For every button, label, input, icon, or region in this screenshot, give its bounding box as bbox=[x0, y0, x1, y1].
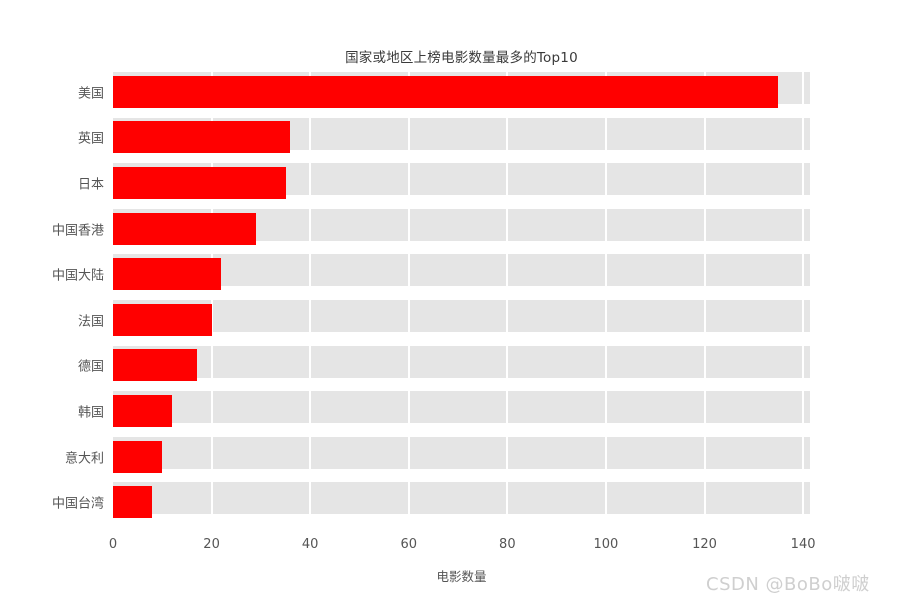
y-axis-tick-label: 韩国 bbox=[77, 405, 104, 421]
x-axis-tick-label: 60 bbox=[400, 537, 418, 552]
grid-line-horizontal bbox=[113, 377, 810, 392]
y-axis-tick-label: 德国 bbox=[77, 359, 104, 375]
x-axis-tick-label: 120 bbox=[692, 537, 717, 552]
x-axis-tick-label: 80 bbox=[499, 537, 516, 552]
grid-line-horizontal bbox=[113, 195, 810, 209]
bar bbox=[113, 258, 222, 291]
grid-line-vertical bbox=[604, 72, 607, 528]
y-axis-tick-label: 美国 bbox=[77, 86, 104, 102]
bar bbox=[113, 349, 197, 382]
grid-line-horizontal bbox=[113, 468, 810, 483]
y-axis-tick-label: 英国 bbox=[77, 131, 104, 147]
bar bbox=[113, 395, 173, 427]
bar bbox=[113, 303, 212, 336]
y-axis-tick-label: 中国香港 bbox=[51, 223, 104, 239]
bar bbox=[113, 486, 153, 519]
x-axis-tick-label: 40 bbox=[301, 537, 319, 552]
grid-line-vertical bbox=[407, 72, 410, 528]
bar bbox=[113, 212, 256, 245]
y-axis-tick-label: 意大利 bbox=[64, 451, 104, 467]
y-axis-tick-label: 中国台湾 bbox=[51, 496, 104, 512]
bar bbox=[113, 440, 163, 473]
bar bbox=[113, 75, 779, 108]
x-axis-tick-label: 20 bbox=[203, 537, 220, 552]
x-axis-tick-label: 140 bbox=[790, 537, 816, 552]
grid-line-horizontal bbox=[113, 240, 810, 255]
grid-line-vertical bbox=[506, 72, 509, 528]
y-axis-tick-label: 日本 bbox=[77, 177, 104, 193]
bar bbox=[113, 167, 286, 199]
grid-line-horizontal bbox=[113, 332, 810, 346]
x-axis-label: 电影数量 bbox=[436, 569, 487, 584]
chart-title: 国家或地区上榜电影数量最多的Top10 bbox=[345, 50, 578, 66]
grid-line-vertical bbox=[703, 72, 706, 528]
x-axis-tick-label: 0 bbox=[108, 537, 118, 552]
grid-line-vertical bbox=[210, 72, 213, 528]
grid-line-horizontal bbox=[113, 286, 810, 300]
grid-line-vertical bbox=[802, 72, 805, 528]
y-axis-tick-label: 法国 bbox=[77, 314, 104, 330]
x-axis-tick-label: 100 bbox=[593, 537, 619, 552]
grid-line-horizontal bbox=[113, 514, 810, 528]
bar bbox=[113, 121, 291, 154]
grid-line-vertical bbox=[309, 72, 312, 528]
plot-area bbox=[113, 72, 810, 528]
grid-line-horizontal bbox=[113, 423, 810, 437]
watermark-text: CSDN @BoBo啵啵 bbox=[706, 574, 870, 595]
y-axis-tick-label: 中国大陆 bbox=[51, 268, 104, 284]
